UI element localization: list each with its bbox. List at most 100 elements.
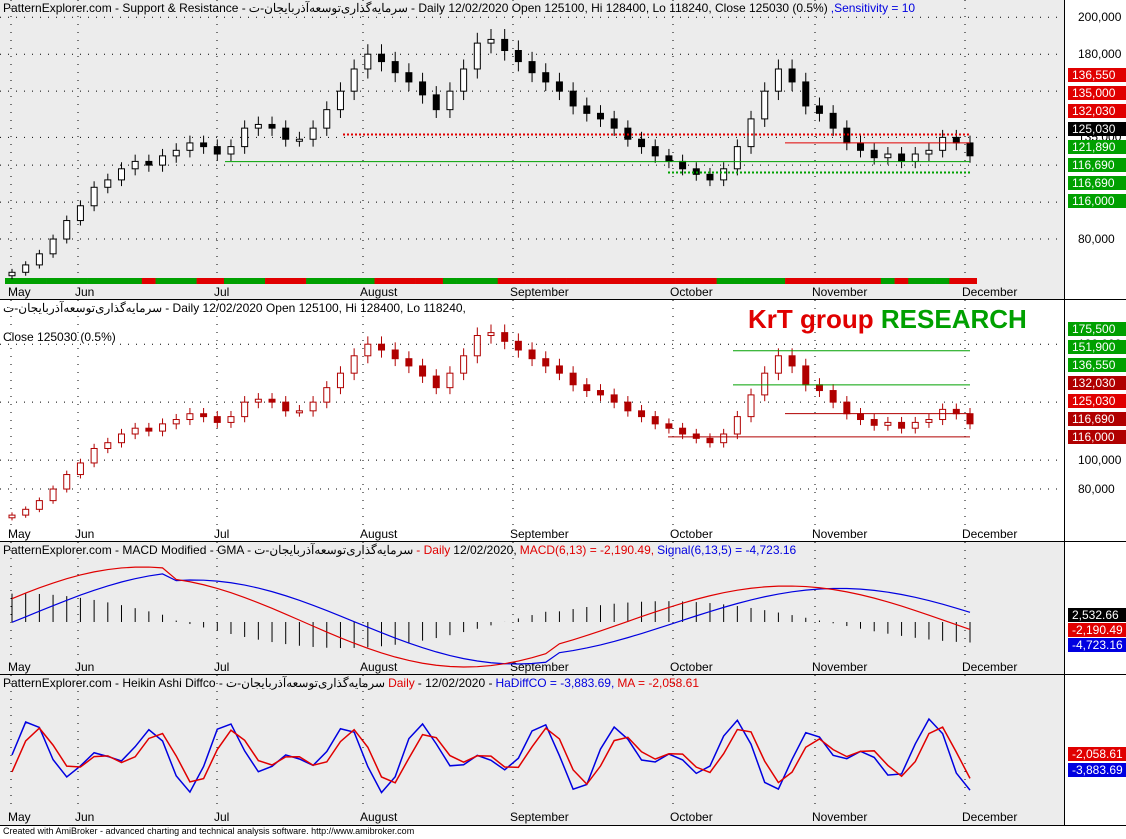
pane1-candle-body — [63, 220, 71, 240]
pane2-ha-body — [706, 437, 714, 444]
pane2-ha-body — [364, 343, 372, 357]
pane3-value-tag: -4,723.16 — [1068, 638, 1126, 652]
pane1-regime-bar — [935, 278, 950, 284]
pane1-regime-bar — [141, 278, 156, 284]
pane4-hadiff-line — [11, 717, 971, 794]
pane1-regime-bar — [949, 278, 964, 284]
pane2-ha-body — [665, 423, 673, 429]
pane2-chart: May Jun Jul August September October November D… — [0, 300, 1064, 541]
pane1-month-label: Jul — [214, 285, 229, 299]
pane3-month-label: August — [360, 660, 398, 674]
pane1-regime-bar — [456, 278, 471, 284]
pane2-price-tag: 132,030 — [1068, 376, 1126, 390]
pane4-month-label: August — [360, 810, 398, 824]
pane1-regime-bar — [511, 278, 526, 284]
pane4-ma: MA = -2,058.61 — [617, 676, 700, 690]
pane1-regime-bar — [278, 278, 293, 284]
pane1-candle-body — [419, 81, 427, 96]
pane2-ha-body — [843, 401, 851, 415]
pane1-regime-bar — [5, 278, 19, 284]
pane1-candle-body — [446, 90, 454, 111]
pane2-month-label: August — [360, 527, 398, 541]
pane3-month-label: Jul — [214, 660, 229, 674]
pane2-ha-body — [815, 384, 823, 392]
pane1-regime-bar — [620, 278, 635, 284]
watermark-research: RESEARCH — [880, 304, 1027, 334]
pane1-regime-bar — [319, 278, 334, 284]
pane1-candle-body — [679, 160, 687, 170]
pane1-regime-bar — [963, 278, 977, 284]
pane1-regime-bar — [251, 278, 266, 284]
pane1-candle-body — [159, 155, 167, 166]
pane2-ha-body — [63, 474, 71, 490]
pane2-ha-body — [720, 433, 728, 444]
pane2-ha-body — [514, 340, 522, 351]
pane-hadiffco: May Jun Jul August September October November D… — [0, 675, 1126, 826]
pane-heikin-ashi-price: May Jun Jul August September October November D… — [0, 300, 1126, 542]
pane4-symbol: سرمایه‌گذاری‌توسعه‌آذربایجان-ت — [225, 676, 386, 690]
pane2-month-label: Jun — [75, 527, 94, 541]
pane1-regime-bar — [921, 278, 936, 284]
pane1-regime-bar — [415, 278, 430, 284]
pane2-ha-body — [22, 508, 30, 516]
pane1-candle-body — [104, 179, 112, 188]
pane1-candle-body — [186, 142, 194, 151]
pane2-ha-body — [692, 433, 700, 439]
pane1-regime-bar — [880, 278, 895, 284]
pane3-date: 12/02/2020, — [453, 543, 517, 557]
pane3-plot-area[interactable] — [0, 542, 1065, 674]
pane1-regime-bar — [470, 278, 485, 284]
pane3-signal: Signal(6,13,5) = -4,723.16 — [657, 543, 797, 557]
pane1-regime-bar — [429, 278, 444, 284]
pane1-candle-body — [966, 142, 974, 157]
pane2-ha-body — [966, 413, 974, 425]
pane1-regime-bar — [265, 278, 280, 284]
pane1-candle-body — [364, 53, 372, 70]
pane-macd: May Jun Jul August September October November D… — [0, 542, 1126, 675]
pane3-symbol: سرمایه‌گذاری‌توسعه‌آذربایجان-ت — [254, 543, 414, 557]
pane1-candle-body — [200, 142, 208, 148]
pane1-regime-bar — [32, 278, 47, 284]
pane2-ha-body — [76, 462, 84, 476]
pane2-ha-body — [460, 355, 468, 374]
pane2-ha-body — [651, 416, 659, 425]
pane2-price-tag: 116,690 — [1068, 412, 1126, 426]
pane2-ha-body — [200, 413, 208, 418]
pane2-ha-body — [35, 500, 43, 510]
pane4-daily: Daily — [388, 676, 415, 690]
pane1-candle-body — [884, 153, 892, 159]
pane1-candle-body — [254, 123, 262, 129]
pane1-y-tick: 200,000 — [1078, 10, 1122, 25]
pane1-candle-body — [665, 155, 673, 162]
pane2-ha-body — [774, 355, 782, 374]
pane2-ha-body — [802, 365, 810, 386]
pane1-regime-bar — [497, 278, 512, 284]
pane1-candle-body — [391, 61, 399, 74]
pane2-ha-body — [596, 390, 604, 396]
pane3-month-label: December — [962, 660, 1017, 674]
pane1-regime-bar — [196, 278, 211, 284]
pane1-regime-bar — [702, 278, 717, 284]
pane2-ha-body — [145, 427, 153, 432]
pane1-candle-body — [596, 112, 604, 120]
pane2-ha-body — [446, 372, 454, 389]
pane3-header: PatternExplorer.com - MACD Modified - GM… — [3, 543, 799, 557]
pane2-month-label: December — [962, 527, 1017, 541]
pane2-month-label: September — [510, 527, 569, 541]
pane1-candle-body — [323, 109, 331, 129]
pane4-plot-area[interactable] — [0, 675, 1065, 825]
pane1-month-label: November — [812, 285, 867, 299]
pane1-regime-bar — [484, 278, 498, 284]
pane2-ha-body — [268, 398, 276, 403]
pane1-regime-bar — [798, 278, 813, 284]
pane1-price-tag: 125,030 — [1068, 122, 1126, 136]
pane4-month-label: Jul — [214, 810, 229, 824]
pane1-regime-bar — [169, 278, 184, 284]
pane1-candle-body — [350, 68, 358, 92]
pane2-y-tick: 80,000 — [1078, 482, 1115, 497]
pane4-ma-line — [11, 726, 971, 786]
pane3-month-label: October — [670, 660, 713, 674]
pane2-ha-body — [925, 419, 933, 423]
pane1-candle-body — [583, 105, 591, 114]
pane2-ha-body — [733, 416, 741, 435]
